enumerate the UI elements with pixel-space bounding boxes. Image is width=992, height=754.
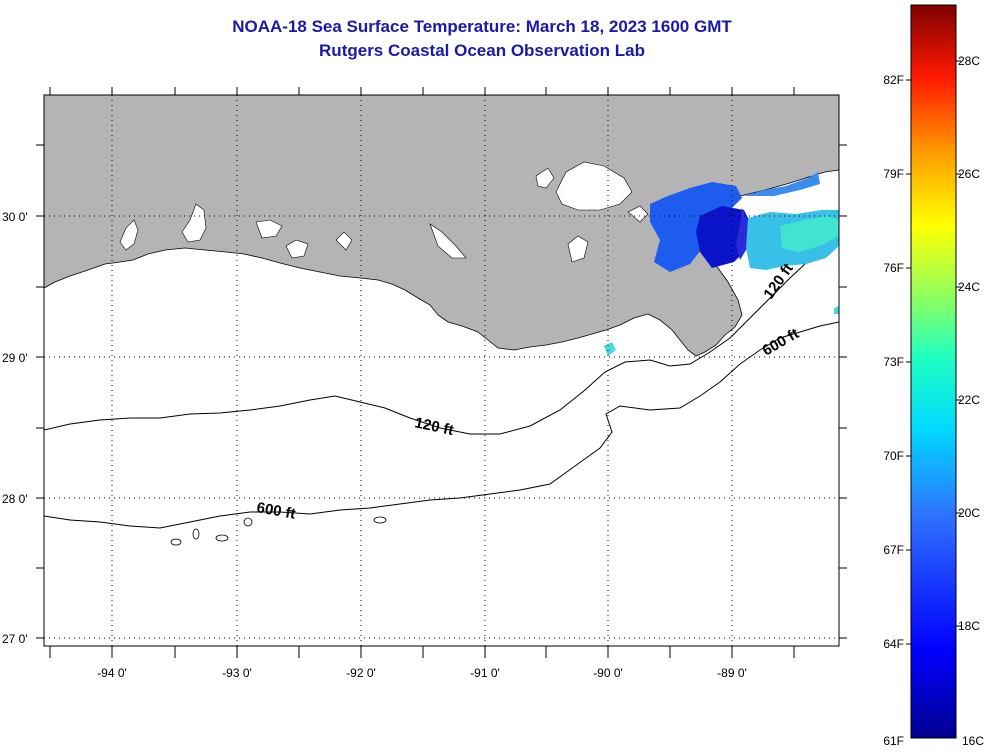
map-border <box>43 94 840 647</box>
lat-label-29: 29 0' <box>2 351 28 365</box>
inland-lakes <box>119 161 649 263</box>
cb-f-79: 79F <box>883 167 904 181</box>
isobath-600ft-closed <box>170 516 387 546</box>
lat-label-30: 30 0' <box>2 210 28 224</box>
lon-label-94: -94 0' <box>97 666 127 680</box>
cb-c-26: 26C <box>958 167 980 181</box>
cb-f-67: 67F <box>883 543 904 557</box>
cb-f-73: 73F <box>883 355 904 369</box>
lon-label-89: -89 0' <box>717 666 747 680</box>
cb-c-22: 22C <box>958 393 980 407</box>
cb-c-28: 28C <box>958 54 980 68</box>
cb-c-20: 20C <box>958 506 980 520</box>
cb-f-76: 76F <box>883 261 904 275</box>
map-title: NOAA-18 Sea Surface Temperature: March 1… <box>232 17 732 36</box>
lat-label-27: 27 0' <box>2 632 28 646</box>
isobath-120ft <box>44 263 806 435</box>
lon-label-92: -92 0' <box>346 666 376 680</box>
isobath-600ft <box>44 321 839 529</box>
lat-label-28: 28 0' <box>2 492 28 506</box>
lon-label-93: -93 0' <box>222 666 252 680</box>
lon-label-91: -91 0' <box>470 666 500 680</box>
sst-colorbar <box>910 4 957 739</box>
colorbar-ticks <box>906 60 961 645</box>
axis-ticks <box>36 87 847 658</box>
cb-f-82: 82F <box>883 73 904 87</box>
cb-f-70: 70F <box>883 449 904 463</box>
cb-c-16: 16C <box>962 734 984 748</box>
cb-f-64: 64F <box>883 637 904 651</box>
cb-c-24: 24C <box>958 280 980 294</box>
cb-f-61: 61F <box>883 734 904 748</box>
lon-label-90: -90 0' <box>593 666 623 680</box>
sst-data-overlay <box>604 172 839 356</box>
cb-c-18: 18C <box>958 619 980 633</box>
contour-label-600ft-west: 600 ft <box>255 499 297 523</box>
map-subtitle: Rutgers Coastal Ocean Observation Lab <box>319 41 645 60</box>
